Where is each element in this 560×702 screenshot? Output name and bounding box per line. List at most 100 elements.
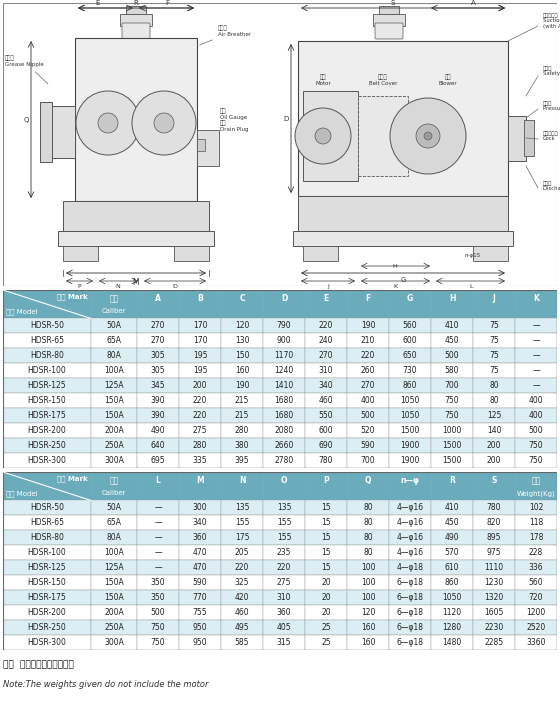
Bar <box>58 231 214 246</box>
Bar <box>137 590 179 605</box>
Text: 780: 780 <box>487 503 501 512</box>
Bar <box>431 423 473 438</box>
Text: 1410: 1410 <box>274 381 293 390</box>
Bar <box>179 408 221 423</box>
Bar <box>263 515 305 531</box>
Bar <box>347 290 389 319</box>
Text: HDSR-175: HDSR-175 <box>27 593 67 602</box>
Text: 200A: 200A <box>104 426 124 435</box>
Text: 排气体
Air Breather: 排气体 Air Breather <box>199 25 251 45</box>
Text: 100A: 100A <box>104 366 124 376</box>
Bar <box>179 378 221 393</box>
Bar <box>473 348 515 364</box>
Circle shape <box>132 91 196 155</box>
Text: 340: 340 <box>319 381 333 390</box>
Bar <box>389 590 431 605</box>
Bar <box>431 333 473 348</box>
Bar <box>3 408 91 423</box>
Text: 860: 860 <box>445 578 459 587</box>
Bar <box>263 319 305 333</box>
Text: R: R <box>134 0 138 6</box>
Bar <box>221 575 263 590</box>
Text: 500: 500 <box>445 352 459 360</box>
Text: 350: 350 <box>151 593 165 602</box>
Bar <box>91 515 137 531</box>
Text: 220: 220 <box>361 352 375 360</box>
Bar <box>305 560 347 575</box>
Text: 80: 80 <box>489 396 499 405</box>
Bar <box>179 472 221 501</box>
Bar <box>473 319 515 333</box>
Text: 755: 755 <box>193 608 207 617</box>
Bar <box>347 635 389 650</box>
Text: L: L <box>156 476 160 485</box>
Text: G: G <box>407 294 413 303</box>
Text: 790: 790 <box>277 322 291 331</box>
Text: 460: 460 <box>235 608 249 617</box>
Text: 注：  重量中不包括电机重量: 注： 重量中不包括电机重量 <box>3 660 74 669</box>
Text: 80: 80 <box>363 503 373 512</box>
Bar <box>473 453 515 468</box>
Bar <box>91 423 137 438</box>
Bar <box>63 201 209 231</box>
Bar <box>473 545 515 560</box>
Bar <box>305 364 347 378</box>
Bar <box>3 333 91 348</box>
Bar <box>515 501 557 515</box>
Text: P: P <box>323 476 329 485</box>
Text: 6—φ18: 6—φ18 <box>396 638 423 647</box>
Text: 175: 175 <box>235 534 249 543</box>
Bar <box>347 319 389 333</box>
Text: 975: 975 <box>487 548 501 557</box>
Bar <box>137 423 179 438</box>
Bar <box>263 620 305 635</box>
Bar <box>389 319 431 333</box>
Text: 770: 770 <box>193 593 207 602</box>
Bar <box>179 333 221 348</box>
Text: 135: 135 <box>235 503 249 512</box>
Bar <box>91 378 137 393</box>
Text: 记号 Mark: 记号 Mark <box>57 475 88 482</box>
Text: 750: 750 <box>529 441 543 450</box>
Text: 1605: 1605 <box>484 608 503 617</box>
Bar <box>389 378 431 393</box>
Text: —: — <box>532 322 540 331</box>
Text: 895: 895 <box>487 534 501 543</box>
Text: HDSR-80: HDSR-80 <box>30 352 64 360</box>
Bar <box>179 393 221 408</box>
Text: 390: 390 <box>151 396 165 405</box>
Text: 460: 460 <box>319 396 333 405</box>
Text: 490: 490 <box>151 426 165 435</box>
Bar <box>305 408 347 423</box>
Text: 600: 600 <box>319 426 333 435</box>
Text: 160: 160 <box>361 623 375 632</box>
Bar <box>515 423 557 438</box>
Bar <box>221 393 263 408</box>
Text: 140: 140 <box>487 426 501 435</box>
Bar <box>137 453 179 468</box>
Bar <box>263 290 305 319</box>
Bar <box>389 333 431 348</box>
Bar <box>91 319 137 333</box>
Text: B: B <box>197 294 203 303</box>
Text: 200: 200 <box>193 381 207 390</box>
Bar <box>179 531 221 545</box>
Text: 1240: 1240 <box>274 366 293 376</box>
Bar <box>347 408 389 423</box>
Text: 4—φ16: 4—φ16 <box>396 503 423 512</box>
Text: 80: 80 <box>363 548 373 557</box>
Bar <box>473 515 515 531</box>
Text: 150: 150 <box>235 352 249 360</box>
Bar <box>137 348 179 364</box>
Bar <box>3 560 91 575</box>
Bar <box>515 393 557 408</box>
Bar <box>197 130 219 166</box>
Bar <box>389 290 431 319</box>
Text: HDSR-250: HDSR-250 <box>27 623 67 632</box>
Text: 1480: 1480 <box>442 638 461 647</box>
Bar <box>221 290 263 319</box>
Bar <box>431 575 473 590</box>
Bar <box>515 453 557 468</box>
Bar <box>515 408 557 423</box>
Bar <box>40 102 52 162</box>
